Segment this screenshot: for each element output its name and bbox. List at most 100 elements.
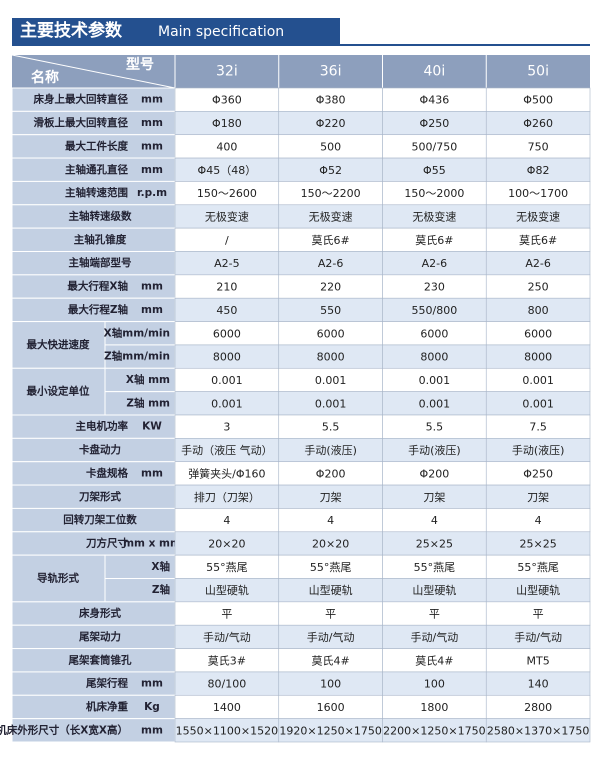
cell-value: 无极变速 [516, 209, 560, 223]
cell-value: 55°燕尾 [310, 561, 352, 574]
corner-top: 型号 [126, 56, 154, 73]
cell-value: 7.5 [529, 421, 547, 434]
cell-value: 55°燕尾 [206, 561, 248, 574]
cell-value: 无极变速 [205, 209, 249, 223]
cell-value: 150～2000 [404, 187, 464, 200]
cell-value: 5.5 [426, 421, 444, 434]
cell-value: 1600 [317, 701, 345, 714]
sub-label: Z轴 [152, 583, 170, 596]
row-label: 最大工件长度 [65, 139, 128, 152]
cell-value: 0.001 [315, 397, 347, 410]
row-label: 尾架行程 [86, 677, 128, 690]
cell-value: 100 [320, 678, 341, 691]
cell-value: 山型硬轨 [205, 583, 249, 597]
cell-value: 500 [320, 140, 341, 153]
cell-value: 无极变速 [412, 209, 456, 223]
cell-value: 4 [223, 514, 230, 527]
row-label: 主轴通孔直径 [65, 163, 128, 176]
cell-value: 100 [424, 678, 445, 691]
cell-value: 3 [223, 421, 230, 434]
model-header: 50i [527, 64, 549, 80]
cell-value: 0.001 [211, 397, 243, 410]
cell-value: 0.001 [522, 397, 554, 410]
cell-value: 8000 [317, 351, 345, 364]
cell-value: 刀架 [423, 491, 445, 504]
cell-value: 0.001 [419, 374, 451, 387]
row-label: 主轴孔锥度 [74, 233, 127, 246]
cell-value: 0.001 [315, 374, 347, 387]
cell [485, 718, 591, 743]
cell-value: 山型硬轨 [412, 583, 456, 597]
corner-diagonal [11, 54, 176, 89]
cell-value: 8000 [420, 351, 448, 364]
cell-value: 4 [327, 514, 334, 527]
row-unit: mm [141, 724, 163, 736]
cell-value: 山型硬轨 [516, 583, 560, 597]
row-label: 主轴端部型号 [69, 256, 132, 269]
title-en: Main specification [158, 24, 284, 40]
cell-value: 莫氏4# [415, 654, 453, 667]
cell-value: 140 [528, 678, 549, 691]
model-header: 40i [424, 64, 446, 80]
row-unit: KW [142, 421, 162, 433]
cell-value: 100～1700 [508, 187, 568, 200]
cell-value: / [225, 234, 229, 247]
cell-value: 手动/气动 [203, 630, 251, 644]
row-label: 床身上最大回转直径 [34, 93, 129, 106]
sub-label: Z轴 mm [126, 396, 170, 409]
cell-value: Φ500 [523, 94, 553, 107]
cell-value: 450 [216, 304, 237, 317]
row-unit: mm [141, 164, 163, 176]
cell-value: 8000 [213, 351, 241, 364]
cell-value: 2800 [524, 701, 552, 714]
cell-value: Φ260 [523, 117, 553, 130]
row-unit: mm [141, 678, 163, 690]
cell-value: 1550×1100×1520 [176, 724, 278, 737]
row-label: 最大行程X轴 [67, 280, 128, 293]
row-label: 滑板上最大回转直径 [34, 116, 129, 129]
row-label: 最大行程Z轴 [68, 303, 128, 316]
cell-value: 55°燕尾 [414, 561, 456, 574]
row-unit: mm [141, 117, 163, 129]
cell-value: Φ52 [319, 164, 342, 177]
row-label: 尾架套筒锥孔 [69, 653, 132, 666]
row-unit: Kg [144, 701, 160, 713]
row-label: 尾架动力 [79, 630, 121, 643]
cell-value: 6000 [420, 327, 448, 340]
row-label: 回转刀架工位数 [63, 513, 137, 526]
cell-value: A2-6 [422, 257, 448, 270]
cell-value: 平 [325, 608, 336, 621]
cell-value: Φ380 [316, 94, 346, 107]
cell-value: Φ220 [316, 117, 346, 130]
row-label: 主轴转速级数 [69, 209, 132, 222]
cell-value: 500/750 [412, 140, 458, 153]
cell-value: A2-6 [318, 257, 344, 270]
cell-value: 220 [320, 281, 341, 294]
cell-value: 弹簧夹头/Φ160 [188, 466, 265, 480]
cell-value: 550 [320, 304, 341, 317]
cell-value: Φ180 [212, 117, 242, 130]
cell-value: Φ250 [420, 117, 450, 130]
row-unit: mm [141, 140, 163, 152]
row-label: 床身形式 [79, 607, 121, 620]
row-label: 导轨形式 [37, 572, 79, 585]
cell-value: 6000 [213, 327, 241, 340]
cell-value: 800 [528, 304, 549, 317]
cell-value: Φ55 [423, 164, 446, 177]
cell-value: 手动(液压) [408, 443, 461, 457]
row-unit: mm [141, 281, 163, 293]
row-unit: mm [141, 304, 163, 316]
cell-value: 5.5 [322, 421, 340, 434]
cell-value: A2-5 [214, 257, 240, 270]
cell-value: 0.001 [522, 374, 554, 387]
cell-value: 排刀（刀架） [194, 490, 260, 504]
cell-value: 6000 [317, 327, 345, 340]
cell-value: Φ360 [212, 94, 242, 107]
cell-value: 平 [429, 608, 440, 621]
cell-value: MT5 [527, 654, 550, 667]
cell-value: 150～2200 [301, 187, 361, 200]
cell-value: 230 [424, 281, 445, 294]
cell-value: 80/100 [208, 678, 247, 691]
cell-value: 2200×1250×1750 [383, 724, 485, 737]
